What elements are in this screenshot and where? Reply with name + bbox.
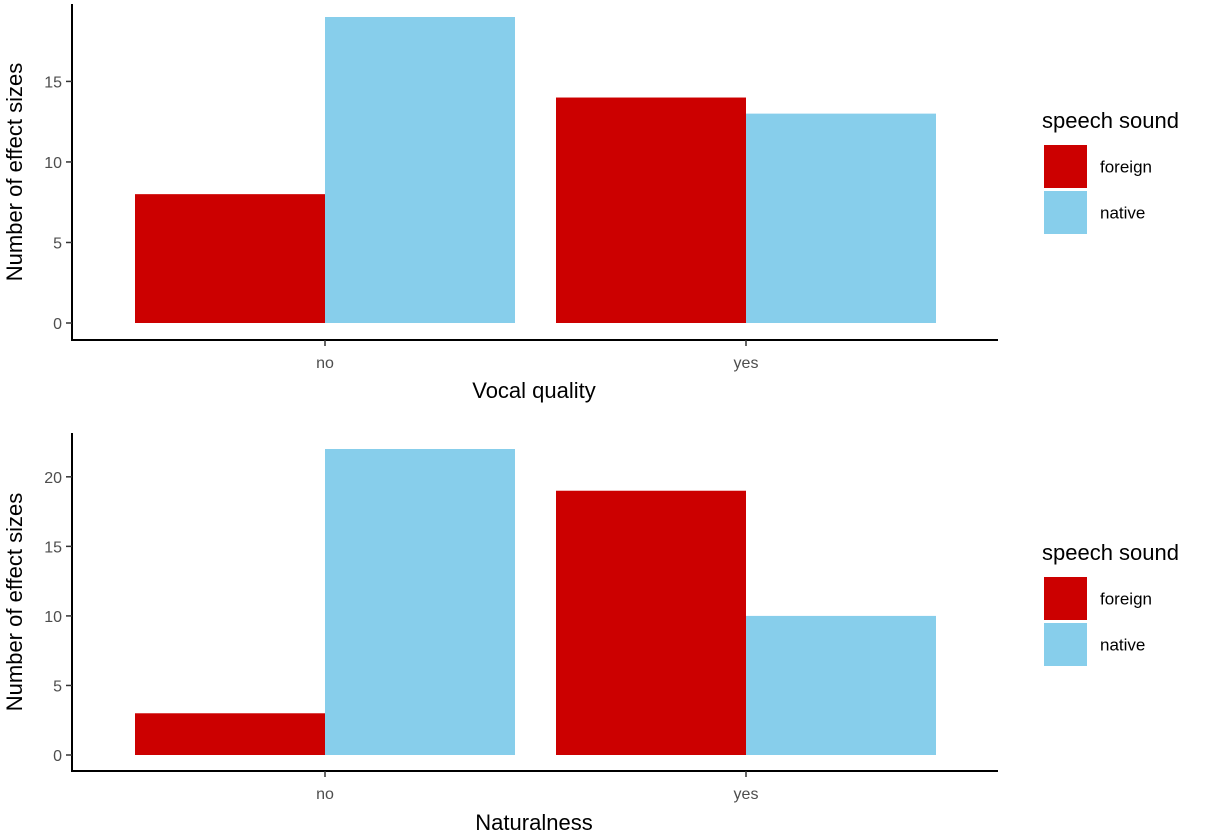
panel-2-y-tick-label-10: 10 [44,609,62,626]
panel-2-legend-title: speech sound [1042,540,1179,565]
panel-1-y-axis-title: Number of effect sizes [2,63,27,281]
panel-1-bar-yes-foreign [556,97,746,324]
panel-2-legend-label-foreign: foreign [1100,590,1152,609]
panel-1-y-tick-label-10: 10 [44,155,62,172]
panel-1-bar-no-native [325,17,515,323]
panel-1-legend-key-native [1044,191,1087,234]
panel-1-x-tick-label-no: no [316,355,334,372]
panel-1-bar-no-foreign [135,194,325,323]
panel-2-x-tick-label-yes: yes [734,786,759,803]
panel-1-bar-yes-native [746,113,936,323]
panel-2-bar-no-foreign [135,713,325,755]
panel-1-x-axis-title: Vocal quality [472,378,596,403]
panel-2-bar-yes-foreign [556,490,746,755]
panel-2-bar-yes-native [746,615,936,755]
panel-2-legend-label-native: native [1100,636,1145,655]
panel-2-x-axis-title: Naturalness [475,810,592,835]
panel-1-legend-title: speech sound [1042,108,1179,133]
panel-2-legend-key-foreign [1044,577,1087,620]
panel-2-x-tick-label-no: no [316,786,334,803]
panel-1-legend-label-foreign: foreign [1100,158,1152,177]
panel-2-y-axis-title: Number of effect sizes [2,493,27,711]
panel-1-y-tick-label-0: 0 [53,316,62,333]
panel-2-y-tick-label-15: 15 [44,539,62,556]
panel-2-legend-key-native [1044,623,1087,666]
panel-2-y-tick-label-5: 5 [53,678,62,695]
panel-1-x-tick-label-yes: yes [734,355,759,372]
panel-1-y-tick-label-5: 5 [53,235,62,252]
panel-2-y-tick-label-0: 0 [53,748,62,765]
panel-1-legend-label-native: native [1100,204,1145,223]
panel-2-bar-no-native [325,449,515,755]
panel-1-y-tick-label-15: 15 [44,74,62,91]
panel-2-y-tick-label-20: 20 [44,470,62,487]
panel-1-legend-key-foreign [1044,145,1087,188]
